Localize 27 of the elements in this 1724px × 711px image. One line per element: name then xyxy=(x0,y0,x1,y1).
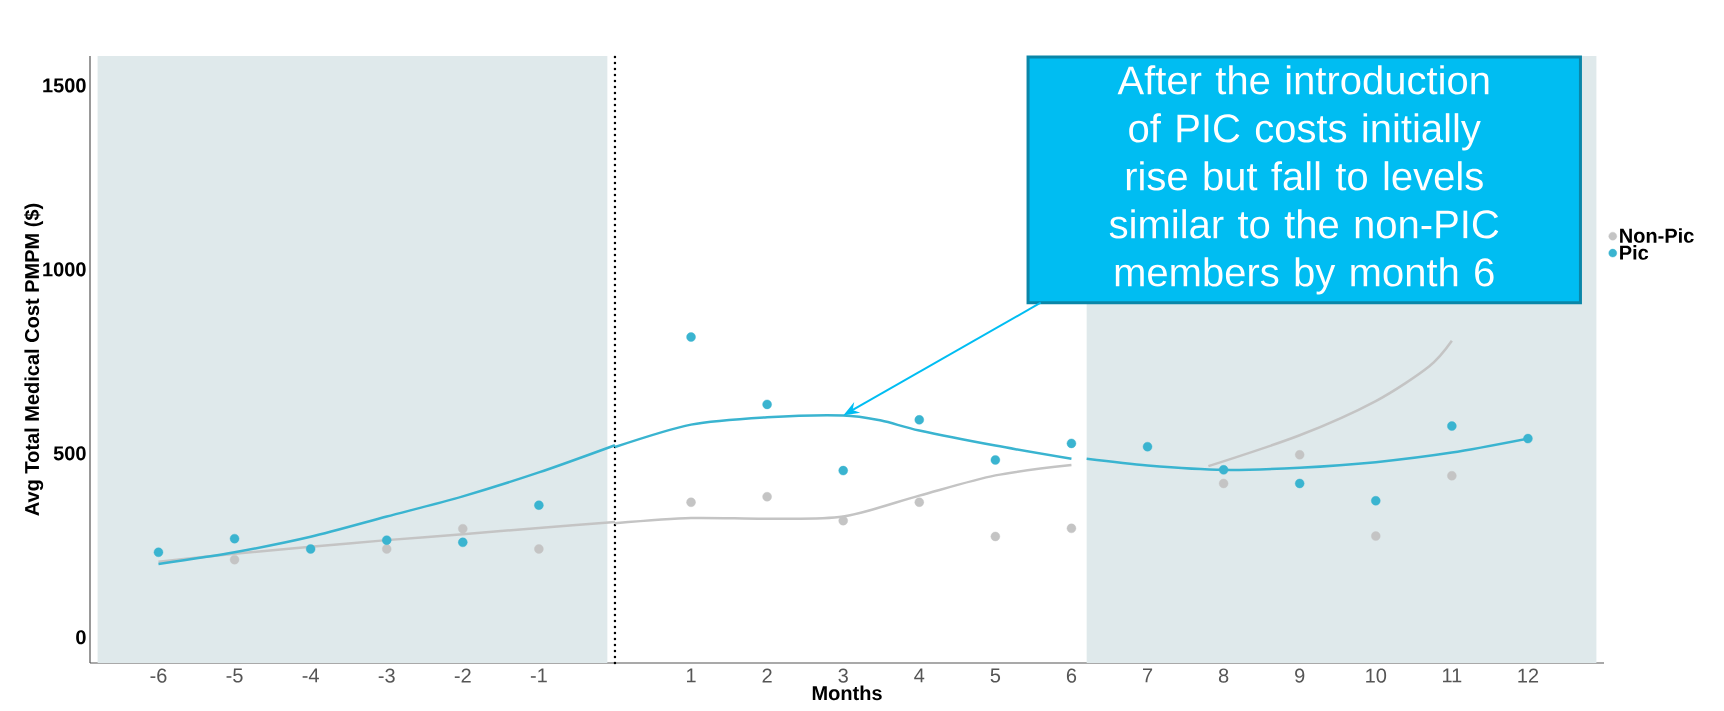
x-tick-label: 11 xyxy=(1443,668,1462,683)
annotation: After the introduction of PIC costs initially rise but fall to levels similar to the non-PIC members by month 6 xyxy=(1109,65,1499,295)
legend-label: Non-Pic xyxy=(1620,228,1694,243)
legend-label: Pic xyxy=(1620,245,1649,260)
x-tick-label: 4 xyxy=(914,668,925,683)
x-tick-label: 6 xyxy=(1066,668,1077,683)
x-tick-label: -3 xyxy=(378,668,395,683)
x-tick-label: 3 xyxy=(838,668,848,683)
x-tick-label: 2 xyxy=(762,668,772,683)
x-tick-label: 5 xyxy=(990,668,1001,683)
x-tick-label: -4 xyxy=(302,668,319,683)
y-axis-title: Avg Total Medical Cost PMPM ($) xyxy=(24,203,44,516)
y-tick-label: 1500 xyxy=(43,78,86,93)
x-tick-label: 9 xyxy=(1295,668,1305,683)
x-axis-title: Months xyxy=(812,685,882,701)
x-tick-label: -5 xyxy=(226,668,243,683)
x-tick-label: 1 xyxy=(687,668,696,683)
x-tick-label: -1 xyxy=(530,668,547,683)
y-tick-label: 500 xyxy=(53,446,86,461)
x-tick-label: -6 xyxy=(150,668,167,683)
x-tick-label: 7 xyxy=(1143,668,1153,683)
x-tick-label: 10 xyxy=(1366,668,1387,683)
y-tick-label: 1000 xyxy=(43,262,86,277)
x-tick-label: 8 xyxy=(1218,668,1229,683)
x-tick-label: -2 xyxy=(454,668,471,683)
x-tick-label: 12 xyxy=(1518,668,1539,683)
y-tick-label: 0 xyxy=(76,630,86,645)
